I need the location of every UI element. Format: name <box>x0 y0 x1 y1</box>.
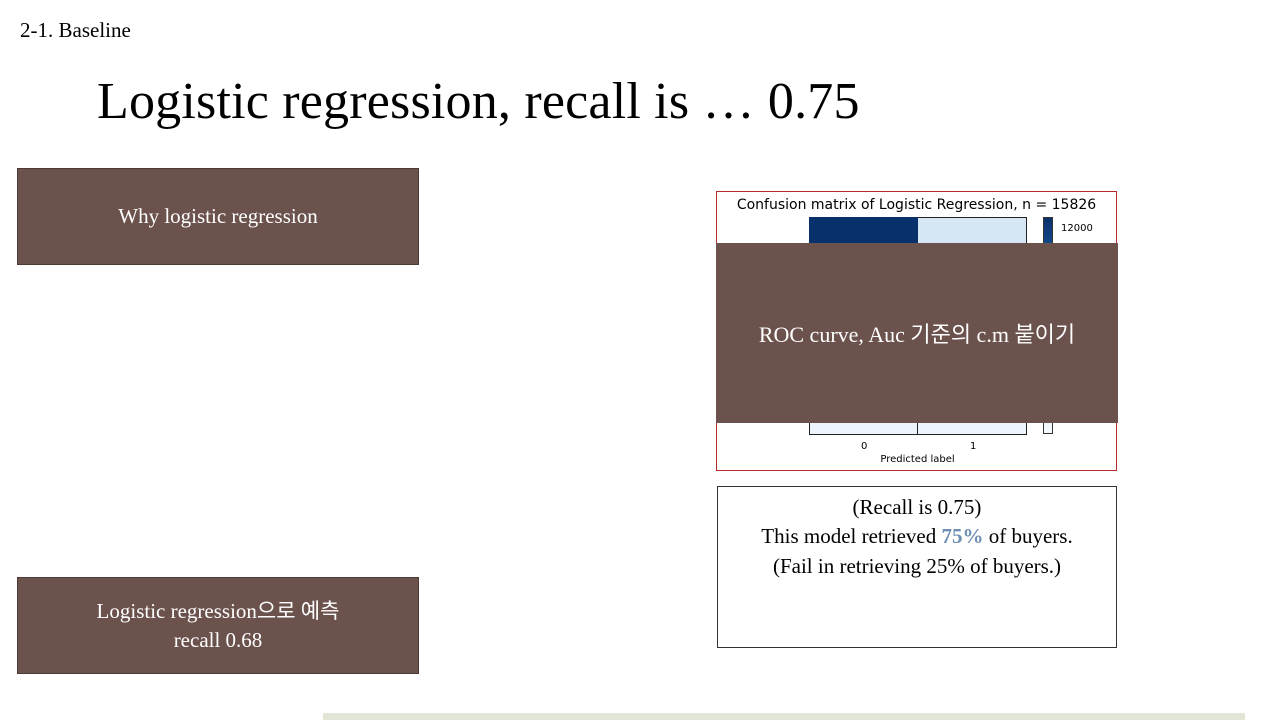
recall-summary-box: (Recall is 0.75) This model retrieved 75… <box>717 486 1117 648</box>
overlay-note-box: ROC curve, Auc 기준의 c.m 붙이기 <box>716 243 1118 423</box>
recall-line-2: This model retrieved 75% of buyers. <box>718 522 1116 551</box>
recall-line-2-post: of buyers. <box>983 524 1073 549</box>
bottom-notes-strip <box>323 713 1245 720</box>
overlay-note-text: ROC curve, Auc 기준의 c.m 붙이기 <box>758 322 1076 347</box>
recall-line-2-pre: This model retrieved <box>761 524 942 549</box>
prediction-box: Logistic regression으로 예측 recall 0.68 <box>17 577 419 674</box>
prediction-line-1: Logistic regression으로 예측 <box>96 599 340 624</box>
prediction-line-2: recall 0.68 <box>173 627 263 652</box>
cm-x-tick-0: 0 <box>861 441 868 452</box>
cm-x-tick-1: 1 <box>970 441 977 452</box>
recall-line-3: (Fail in retrieving 25% of buyers.) <box>772 553 1062 578</box>
section-label: 2-1. Baseline <box>20 18 131 42</box>
confusion-matrix-title: Confusion matrix of Logistic Regression,… <box>736 197 1097 213</box>
slide-title: Logistic regression, recall is … 0.75 <box>97 73 860 130</box>
recall-highlight: 75% <box>941 524 984 549</box>
cm-xlabel: Predicted label <box>880 454 955 465</box>
why-logistic-label: Why logistic regression <box>118 204 318 229</box>
why-logistic-box: Why logistic regression <box>17 168 419 265</box>
cm-colorbar-tick: 12000 <box>1061 223 1093 234</box>
recall-line-1: (Recall is 0.75) <box>852 495 982 519</box>
